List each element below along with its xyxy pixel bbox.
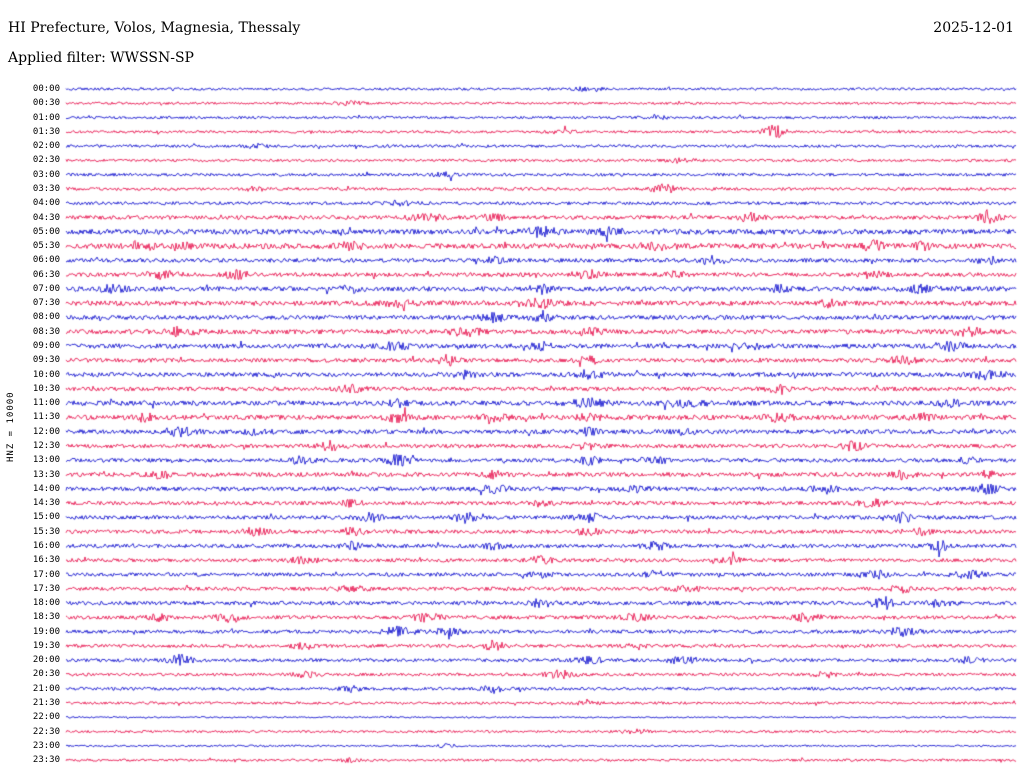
time-label: 08:30 xyxy=(32,326,60,337)
time-label: 04:00 xyxy=(32,198,60,209)
time-label: 05:00 xyxy=(32,226,60,237)
time-label: 05:30 xyxy=(32,241,60,252)
time-label: 02:30 xyxy=(32,155,60,166)
time-label: 03:00 xyxy=(32,169,60,180)
time-label: 23:00 xyxy=(32,740,60,751)
time-label: 19:00 xyxy=(32,626,60,637)
filter-label: Applied filter: WWSSN-SP xyxy=(8,50,194,66)
time-label: 22:30 xyxy=(32,726,60,737)
time-label: 13:00 xyxy=(32,455,60,466)
time-label: 18:30 xyxy=(32,612,60,623)
time-label: 23:30 xyxy=(32,755,60,766)
time-label: 06:00 xyxy=(32,255,60,266)
time-label: 09:00 xyxy=(32,341,60,352)
time-label: 19:30 xyxy=(32,640,60,651)
time-label: 13:30 xyxy=(32,469,60,480)
time-label: 10:00 xyxy=(32,369,60,380)
time-label: 14:00 xyxy=(32,483,60,494)
time-label: 00:00 xyxy=(32,84,60,94)
time-label: 15:30 xyxy=(32,526,60,537)
time-label: 17:00 xyxy=(32,569,60,580)
time-label: 16:00 xyxy=(32,540,60,551)
time-label: 03:30 xyxy=(32,183,60,194)
time-label: 20:30 xyxy=(32,669,60,680)
time-label: 04:30 xyxy=(32,212,60,223)
time-label: 17:30 xyxy=(32,583,60,594)
time-label: 02:00 xyxy=(32,141,60,152)
time-label: 18:00 xyxy=(32,598,60,609)
time-label: 20:00 xyxy=(32,655,60,666)
time-label: 06:30 xyxy=(32,269,60,280)
time-label: 10:30 xyxy=(32,383,60,394)
time-label: 12:30 xyxy=(32,441,60,451)
time-label: 11:00 xyxy=(32,398,60,409)
time-label: 11:30 xyxy=(32,412,60,423)
time-label: 00:30 xyxy=(32,98,60,109)
time-label: 07:00 xyxy=(32,283,60,294)
time-label: 21:00 xyxy=(32,683,60,694)
time-label: 09:30 xyxy=(32,355,60,366)
time-label: 01:00 xyxy=(32,112,60,123)
time-label: 07:30 xyxy=(32,298,60,309)
time-label: 22:00 xyxy=(32,712,60,723)
record-date: 2025-12-01 xyxy=(933,20,1014,36)
time-label: 21:30 xyxy=(32,698,60,709)
time-label: 16:30 xyxy=(32,555,60,566)
time-label: 14:30 xyxy=(32,498,60,509)
station-title: HI Prefecture, Volos, Magnesia, Thessaly xyxy=(8,20,301,36)
time-label: 15:00 xyxy=(32,512,60,523)
time-label: 08:00 xyxy=(32,312,60,323)
time-label: 01:30 xyxy=(32,126,60,137)
time-label: 12:00 xyxy=(32,426,60,437)
